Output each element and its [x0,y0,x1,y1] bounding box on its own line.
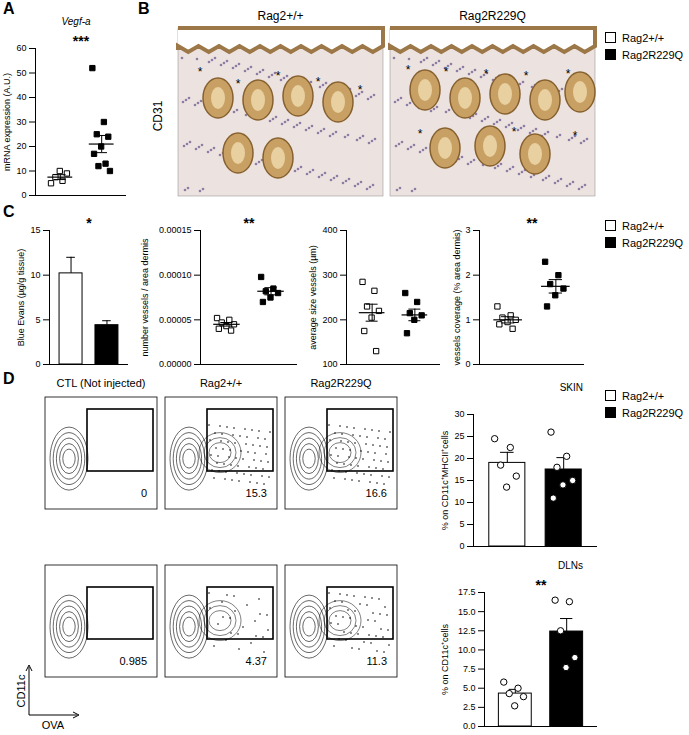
svg-text:20: 20 [454,453,464,463]
svg-text:mRNA expression (A.U.): mRNA expression (A.U.) [2,73,12,171]
svg-text:**: ** [536,577,547,593]
svg-text:2: 2 [465,270,470,280]
svg-text:5: 5 [35,315,40,325]
html-text:C: C [3,203,15,220]
svg-text:*: * [524,69,529,83]
svg-text:0: 0 [459,541,464,551]
svg-text:Rag2+/+: Rag2+/+ [257,9,303,23]
svg-text:200: 200 [322,315,337,325]
html-text:A: A [3,0,15,17]
html-text:Rag2+/+: Rag2+/+ [622,390,665,402]
svg-text:*: * [566,67,571,81]
svg-text:*: * [406,63,411,77]
svg-text:*: * [276,69,281,83]
svg-text:*: * [573,129,578,143]
svg-text:12.5: 12.5 [458,626,476,636]
svg-text:**: ** [527,215,538,231]
svg-text:10: 10 [30,270,40,280]
svg-text:300: 300 [322,270,337,280]
svg-text:Rag2R229Q: Rag2R229Q [310,377,372,389]
svg-text:*: * [444,65,449,79]
svg-text:number vessels / area dermis: number vessels / area dermis [140,238,150,357]
html-text:Rag2R229Q: Rag2R229Q [622,49,684,61]
svg-text:5: 5 [459,519,464,529]
svg-text:CD31: CD31 [151,100,165,131]
svg-text:16.6: 16.6 [366,487,387,499]
svg-text:0.00010: 0.00010 [159,270,192,280]
svg-text:100: 100 [322,359,337,369]
svg-text:25: 25 [454,431,464,441]
svg-text:0.985: 0.985 [119,655,147,667]
svg-text:15.0: 15.0 [458,607,476,617]
svg-text:Rag2R229Q: Rag2R229Q [459,9,526,23]
svg-text:50: 50 [16,68,26,78]
svg-text:0: 0 [465,359,470,369]
svg-text:40: 40 [16,92,26,102]
svg-text:*: * [236,77,241,91]
svg-text:*: * [484,67,489,81]
svg-text:0.0: 0.0 [463,721,476,731]
svg-text:10: 10 [454,497,464,507]
html-text:DLNs: DLNs [558,560,583,571]
svg-text:Blue Evans (µg/g tissue): Blue Evans (µg/g tissue) [16,249,26,347]
svg-text:20: 20 [16,141,26,151]
svg-text:10.0: 10.0 [458,645,476,655]
html-text:Rag2R229Q: Rag2R229Q [622,407,684,419]
svg-text:*: * [198,65,203,79]
svg-text:17.5: 17.5 [458,587,476,597]
svg-text:0: 0 [141,487,147,499]
html-text:Rag2+/+: Rag2+/+ [622,220,665,232]
svg-text:CTL (Not injected): CTL (Not injected) [57,377,146,389]
svg-text:15: 15 [454,475,464,485]
svg-text:***: *** [73,33,90,49]
html-text:Rag2+/+: Rag2+/+ [622,32,665,44]
svg-text:60: 60 [16,43,26,53]
svg-text:10: 10 [16,166,26,176]
svg-text:*: * [512,125,517,139]
svg-text:0.00000: 0.00000 [159,359,192,369]
html-text:Vegf-a: Vegf-a [61,16,91,27]
svg-text:average size vessels (µm): average size vessels (µm) [308,245,318,350]
svg-text:Rag2+/+: Rag2+/+ [200,377,242,389]
svg-text:*: * [358,83,363,97]
svg-text:CD11c: CD11c [15,674,27,707]
svg-text:7.5: 7.5 [463,664,476,674]
svg-text:30: 30 [16,117,26,127]
html-text:SKIN: SKIN [559,382,583,393]
svg-text:*: * [316,75,321,89]
svg-text:*: * [418,127,423,141]
svg-text:15.3: 15.3 [246,487,267,499]
svg-text:5.0: 5.0 [463,683,476,693]
html-text:Rag2R229Q: Rag2R229Q [622,237,684,249]
svg-text:2.5: 2.5 [463,702,476,712]
svg-text:1: 1 [465,315,470,325]
svg-text:0.00005: 0.00005 [159,315,192,325]
svg-text:15: 15 [30,225,40,235]
svg-text:0: 0 [21,190,26,200]
svg-text:% on CD11c⁺cells: % on CD11c⁺cells [440,624,450,695]
svg-text:11.3: 11.3 [366,655,387,667]
svg-text:4.37: 4.37 [246,655,267,667]
svg-text:*: * [86,215,92,231]
svg-text:% on CD11c⁺MHCII⁺cells: % on CD11c⁺MHCII⁺cells [440,430,450,530]
svg-text:3: 3 [465,225,470,235]
svg-text:0: 0 [35,359,40,369]
html-text:D: D [3,370,15,387]
svg-text:30: 30 [454,409,464,419]
svg-text:vessels coverage (% area dermi: vessels coverage (% area dermis) [452,229,462,365]
svg-text:**: ** [244,215,255,231]
svg-text:OVA: OVA [42,719,65,731]
svg-text:0.00015: 0.00015 [159,225,192,235]
svg-text:400: 400 [322,225,337,235]
html-text:B: B [138,0,150,17]
